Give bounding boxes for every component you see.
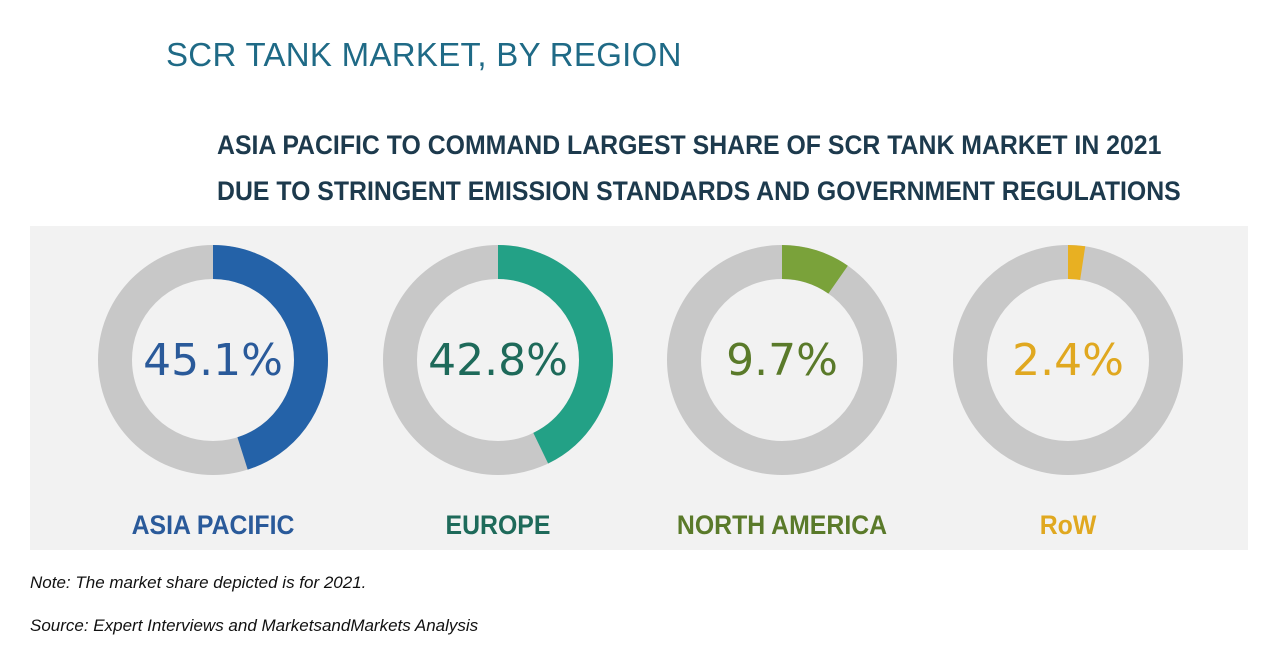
value-label-row: 2.4% xyxy=(1012,334,1124,386)
donut-europe: 42.8% xyxy=(378,240,618,480)
donut-svg-row xyxy=(953,245,1183,475)
category-label-north-america: NORTH AMERICA xyxy=(676,510,888,540)
value-label-europe: 42.8% xyxy=(428,334,568,386)
donut-slice-europe xyxy=(383,245,613,475)
value-label-asia-pacific: 45.1% xyxy=(143,334,283,386)
chart-note: Note: The market share depicted is for 2… xyxy=(30,573,367,592)
donut-svg-europe xyxy=(383,245,613,475)
donut-slice-row xyxy=(953,245,1183,475)
subtitle-line-1: ASIA PACIFIC TO COMMAND LARGEST SHARE OF… xyxy=(217,130,1162,160)
chart-source: Source: Expert Interviews and Marketsand… xyxy=(30,616,479,635)
donut-north-america: 9.7% xyxy=(662,240,902,480)
page-title: SCR TANK MARKET, BY REGION xyxy=(166,36,682,73)
donut-svg-asia-pacific xyxy=(98,245,328,475)
value-label-north-america: 9.7% xyxy=(726,334,838,386)
donut-slice-asia-pacific xyxy=(98,245,328,475)
donut-svg-north-america xyxy=(667,245,897,475)
donut-row: 2.4% xyxy=(948,240,1188,480)
category-label-asia-pacific: ASIA PACIFIC xyxy=(131,510,295,540)
category-label-europe: EUROPE xyxy=(445,510,551,540)
category-label-row: RoW xyxy=(1039,510,1097,540)
donut-asia-pacific: 45.1% xyxy=(93,240,333,480)
chart-subtitle: ASIA PACIFIC TO COMMAND LARGEST SHARE OF… xyxy=(217,122,1181,214)
donut-slice-north-america xyxy=(667,245,897,475)
subtitle-line-2: DUE TO STRINGENT EMISSION STANDARDS AND … xyxy=(217,176,1181,206)
